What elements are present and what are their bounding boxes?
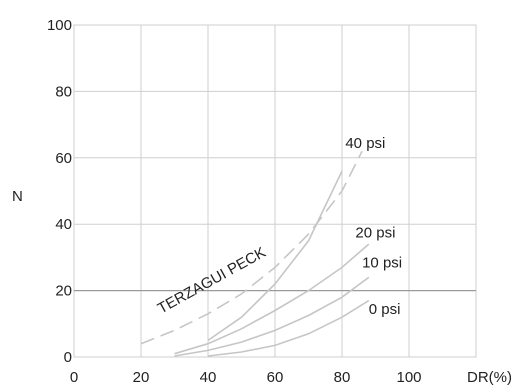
x-tick-label-40: 40: [200, 369, 217, 386]
x-tick-label-20: 20: [133, 369, 150, 386]
grid: [73, 24, 477, 358]
y-tick-label-100: 100: [47, 17, 72, 34]
tick-labels: 0 20 40 60 80 100 0 20 40 60 80 100: [47, 17, 422, 386]
x-axis-label: DR(%): [467, 369, 512, 386]
series-line-40-psi: [207, 170, 343, 342]
series-line-terzagui-peck: [140, 150, 363, 345]
annotation-10-psi: 10 psi: [362, 254, 402, 271]
annotation-40-psi: 40 psi: [345, 135, 385, 152]
x-tick-label-0: 0: [70, 369, 78, 386]
series-line-0-psi: [207, 299, 370, 357]
x-tick-label-80: 80: [334, 369, 351, 386]
annotation-20-psi: 20 psi: [355, 224, 395, 241]
series-line-20-psi: [174, 243, 370, 355]
y-tick-label-80: 80: [55, 83, 72, 100]
x-tick-label-100: 100: [396, 369, 421, 386]
y-tick-label-40: 40: [55, 216, 72, 233]
x-tick-label-60: 60: [267, 369, 284, 386]
y-tick-label-20: 20: [55, 283, 72, 300]
series-line-10-psi: [174, 276, 370, 357]
curves: [140, 150, 370, 357]
y-tick-label-0: 0: [64, 349, 72, 366]
y-axis-label: N: [12, 188, 23, 205]
annotation-0-psi: 0 psi: [369, 301, 401, 318]
y-tick-label-60: 60: [55, 150, 72, 167]
